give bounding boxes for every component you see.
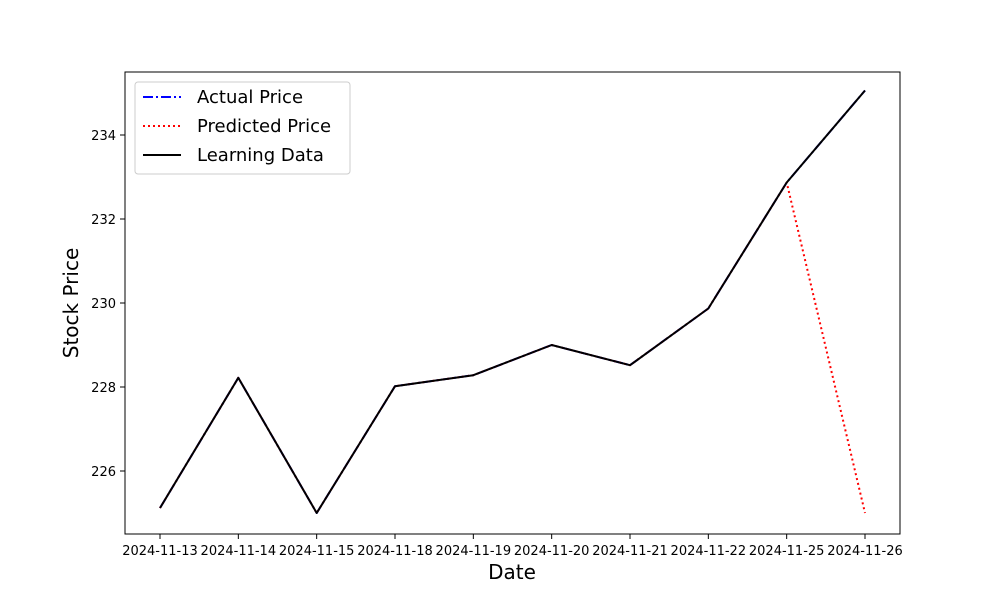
x-axis-label: Date bbox=[488, 560, 536, 584]
legend-label-predicted-price: Predicted Price bbox=[197, 116, 331, 137]
x-tick-label: 2024-11-14 bbox=[201, 544, 277, 559]
x-tick-label: 2024-11-22 bbox=[671, 544, 747, 559]
series-line-learning-data bbox=[159, 89, 866, 514]
x-tick-label: 2024-11-20 bbox=[514, 544, 590, 559]
x-tick-label: 2024-11-19 bbox=[436, 544, 512, 559]
series-layer bbox=[159, 89, 866, 514]
y-axis-label: Stock Price bbox=[59, 248, 83, 359]
x-tick-label: 2024-11-21 bbox=[592, 544, 668, 559]
y-tick-label: 228 bbox=[91, 381, 116, 396]
legend-label-actual-price: Actual Price bbox=[197, 87, 303, 108]
x-tick-label: 2024-11-18 bbox=[357, 544, 433, 559]
y-tick-label: 226 bbox=[91, 465, 116, 480]
x-tick-label: 2024-11-15 bbox=[279, 544, 355, 559]
legend-label-learning-data: Learning Data bbox=[197, 145, 324, 166]
y-tick-label: 232 bbox=[91, 213, 116, 228]
x-axis-ticks: 2024-11-13 2024-11-14 2024-11-15 2024-11-18… bbox=[122, 534, 903, 559]
plot-frame bbox=[124, 71, 901, 535]
legend-box bbox=[134, 81, 351, 175]
y-axis-ticks: 226 228 230 232 234 bbox=[91, 129, 125, 480]
x-tick-label: 2024-11-25 bbox=[749, 544, 825, 559]
y-tick-label: 230 bbox=[91, 297, 116, 312]
y-tick-label: 234 bbox=[91, 129, 116, 144]
x-tick-label: 2024-11-13 bbox=[122, 544, 198, 559]
legend: Actual Price Predicted Price Learning Da… bbox=[134, 81, 351, 175]
x-tick-label: 2024-11-26 bbox=[827, 544, 903, 559]
series-line-predicted-price bbox=[159, 181, 866, 514]
